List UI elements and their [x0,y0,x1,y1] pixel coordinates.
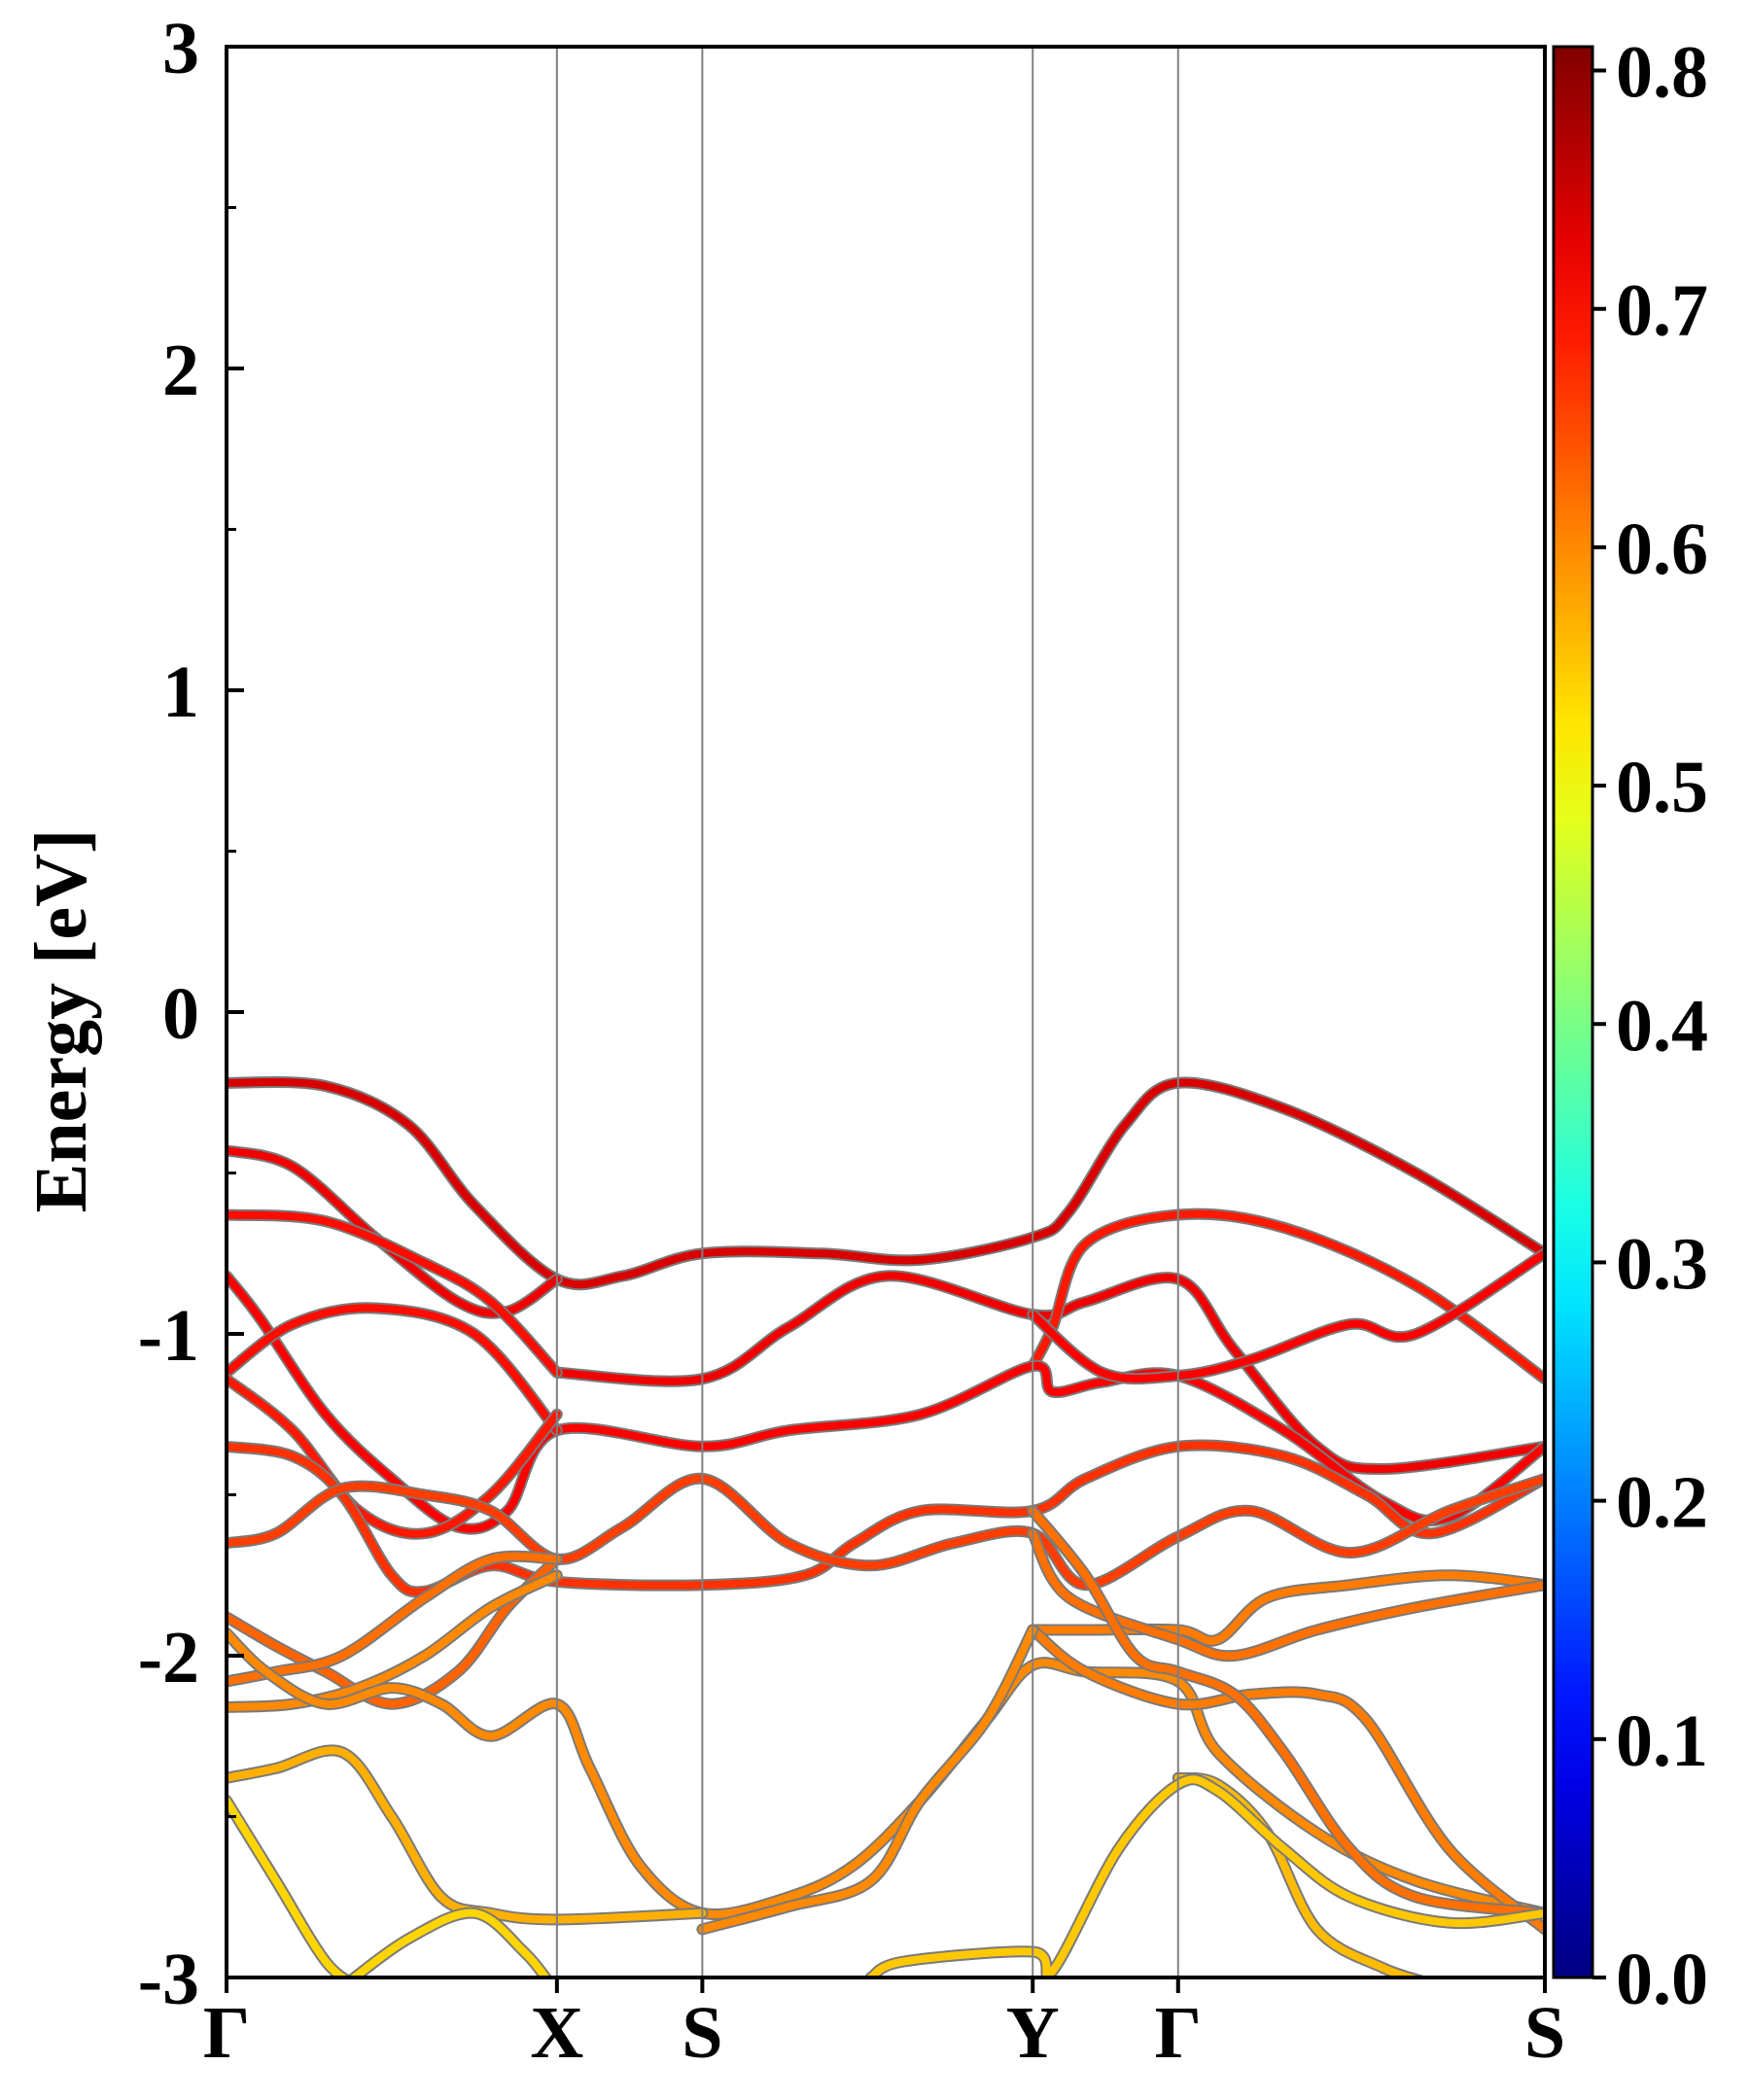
band-line-outline [1172,1771,1432,1978]
band-line [348,1908,551,1978]
band-lines [227,1075,1545,1978]
band-line [1029,1571,1545,1645]
colorbar: 0.0 0.1 0.2 0.3 0.4 0.5 0.6 0.7 0.8 [1552,32,1708,2020]
y-tick-label: -1 [138,1295,199,1377]
kpoint-label: X [530,1992,583,2074]
colorbar-tick-label: 0.0 [1616,1939,1708,2020]
band-line [1029,1626,1545,1934]
y-tick-label: 0 [162,973,199,1055]
y-axis: -3 -2 -1 0 1 2 3 [138,8,244,2020]
band-line [227,1746,707,1924]
colorbar-tick-label: 0.4 [1616,985,1708,1067]
band-line [227,1797,350,1978]
kpoint-label: Y [1006,1992,1060,2074]
band-line [866,1775,1545,1978]
band-line [1173,1773,1424,1978]
y-tick-label: 1 [162,651,199,733]
colorbar-tick-label: 0.2 [1616,1462,1708,1544]
kpoint-label: S [1524,1992,1565,2074]
band-line-outline [227,1744,709,1926]
colorbar-tick-label: 0.8 [1616,32,1708,114]
plot-frame [225,45,1547,1979]
band-line-outline [864,1773,1545,1978]
band-line [227,1210,561,1377]
kpoint-label: Γ [1155,1992,1202,2074]
band-line [1029,1249,1545,1383]
y-tick-label: -3 [138,1939,199,2020]
band-line [227,1077,1545,1289]
kpoint-label: S [682,1992,722,2074]
colorbar-tick-label: 0.5 [1616,747,1708,828]
colorbar-gradient [1552,45,1594,1979]
y-tick-label: -2 [138,1617,199,1698]
band-line [227,1555,561,1708]
colorbar-tick-label: 0.7 [1616,270,1708,352]
kpoint-gridlines [555,47,1179,1978]
band-line [227,1628,1545,1918]
colorbar-tick-label: 0.6 [1616,508,1708,590]
y-tick-label: 2 [162,330,199,411]
colorbar-tick-label: 0.3 [1616,1223,1708,1305]
y-axis-label: Energy [eV] [20,829,102,1213]
band-line [227,1272,1545,1533]
band-line [227,1375,561,1538]
band-line [1029,1529,1545,1661]
band-line [698,1626,1037,1934]
kpoint-label: Γ [203,1992,250,2074]
band-line [227,1571,561,1711]
colorbar-tick-label: 0.1 [1616,1700,1708,1782]
band-line [1029,1507,1545,1917]
band-line [227,1441,1545,1596]
y-tick-label: 3 [162,8,199,89]
band-line [227,1474,1545,1590]
band-line [227,1304,561,1435]
band-line [1029,1209,1545,1383]
